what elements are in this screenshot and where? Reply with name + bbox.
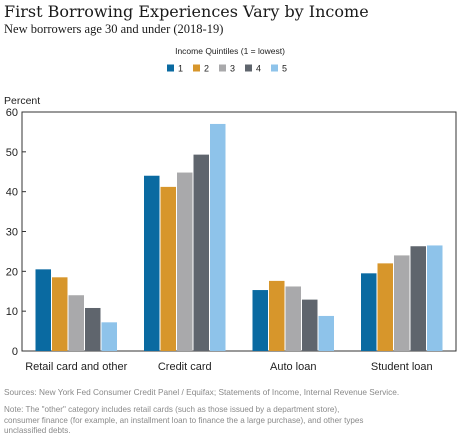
category-label: Credit card bbox=[158, 361, 212, 373]
y-axis-label: Percent bbox=[4, 95, 41, 107]
chart-title: First Borrowing Experiences Vary by Inco… bbox=[4, 2, 369, 21]
legend-swatch bbox=[219, 64, 226, 72]
y-tick-label: 0 bbox=[12, 346, 18, 358]
bar bbox=[252, 290, 268, 351]
bar bbox=[410, 246, 426, 351]
bar bbox=[318, 315, 334, 351]
bar bbox=[85, 307, 101, 351]
bar bbox=[377, 263, 393, 351]
y-tick-label: 40 bbox=[6, 187, 18, 199]
footnote: Note: The "other" category includes reta… bbox=[4, 405, 454, 437]
legend-swatch bbox=[167, 64, 174, 72]
bar bbox=[101, 322, 117, 351]
footnote-line: Note: The "other" category includes reta… bbox=[4, 405, 340, 414]
legend-swatch bbox=[271, 64, 278, 72]
y-tick-label: 50 bbox=[6, 147, 18, 159]
bar bbox=[394, 255, 410, 351]
bar bbox=[177, 172, 193, 351]
bar bbox=[144, 175, 160, 351]
bar bbox=[160, 186, 176, 351]
bar bbox=[427, 245, 443, 351]
category-label: Student loan bbox=[371, 361, 433, 373]
footnote-line: unclassified debts. bbox=[4, 426, 71, 435]
y-tick-label: 10 bbox=[6, 306, 18, 318]
bar bbox=[302, 299, 318, 351]
y-tick-label: 60 bbox=[6, 107, 18, 119]
legend-swatch bbox=[193, 64, 200, 72]
legend-swatch bbox=[245, 64, 252, 72]
chart-subtitle: New borrowers age 30 and under (2018-19) bbox=[4, 22, 224, 36]
legend-label: 4 bbox=[256, 64, 261, 74]
bar bbox=[361, 273, 377, 351]
legend-label: 2 bbox=[204, 64, 209, 74]
category-label: Auto loan bbox=[270, 361, 316, 373]
bar bbox=[285, 286, 301, 351]
source-note: Sources: New York Fed Consumer Credit Pa… bbox=[4, 387, 400, 397]
y-tick-label: 20 bbox=[6, 266, 18, 278]
y-tick-label: 30 bbox=[6, 227, 18, 239]
bar bbox=[35, 269, 51, 351]
bar bbox=[68, 295, 84, 351]
category-label: Retail card and other bbox=[25, 361, 127, 373]
legend-label: 1 bbox=[178, 64, 183, 74]
bar bbox=[269, 280, 285, 351]
footnote-line: consumer finance (for example, an instal… bbox=[4, 415, 364, 425]
bar bbox=[193, 154, 209, 351]
legend-label: 5 bbox=[282, 64, 287, 74]
bar bbox=[210, 123, 226, 351]
legend-title: Income Quintiles (1 = lowest) bbox=[175, 46, 285, 56]
bar-chart: 0 10 20 30 40 50 60 Retail card and other Credit… bbox=[6, 64, 457, 373]
bar bbox=[52, 277, 68, 351]
legend-label: 3 bbox=[230, 64, 235, 74]
